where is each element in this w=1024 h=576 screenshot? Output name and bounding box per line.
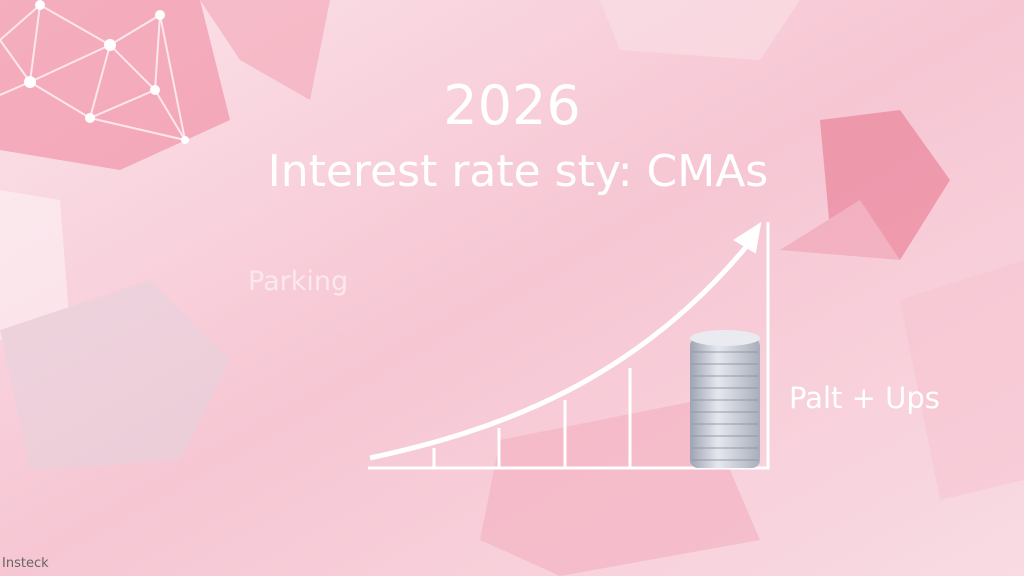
left-label: Parking — [248, 266, 349, 297]
watermark: Insteck — [2, 556, 49, 571]
year-heading: 2026 — [443, 74, 581, 137]
network-graph-icon — [0, 0, 189, 144]
coin-stack-icon — [690, 330, 760, 468]
growth-arrow-icon — [368, 221, 770, 470]
right-label: Palt + Ups — [789, 381, 940, 415]
page-title: Interest rate sty: CMAs — [267, 146, 769, 197]
